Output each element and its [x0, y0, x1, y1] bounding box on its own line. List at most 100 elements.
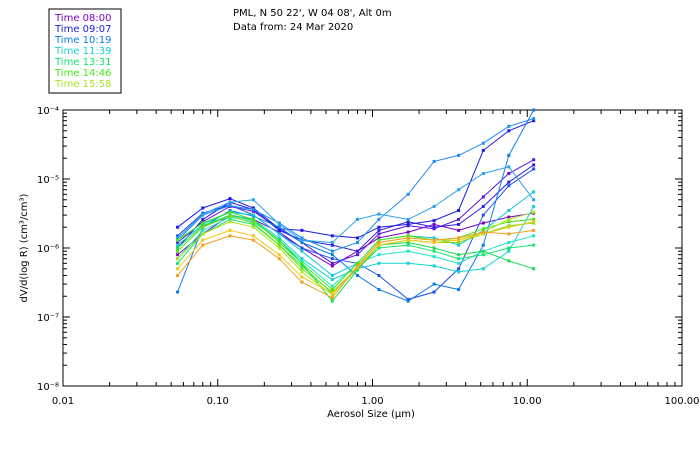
data-point: [228, 210, 232, 214]
data-point: [432, 227, 436, 231]
data-point: [507, 208, 511, 212]
data-point: [377, 246, 381, 250]
data-point: [532, 228, 536, 232]
data-point: [406, 234, 410, 238]
data-point: [532, 234, 536, 238]
data-point: [228, 220, 232, 224]
y-tick-label: 10⁻⁷: [37, 313, 59, 324]
data-point: [507, 241, 511, 245]
data-point: [457, 153, 461, 157]
data-point: [356, 217, 360, 221]
legend-entry: Time 09:07: [54, 24, 111, 35]
data-point: [406, 261, 410, 265]
data-point: [176, 246, 180, 250]
y-tick-label: 10⁻⁸: [37, 382, 59, 393]
data-point: [457, 253, 461, 257]
data-point: [201, 206, 205, 210]
data-point: [532, 190, 536, 194]
data-point: [300, 259, 304, 263]
data-point: [532, 163, 536, 167]
data-point: [507, 124, 511, 128]
data-point: [406, 249, 410, 253]
data-point: [228, 234, 232, 238]
data-point: [377, 241, 381, 245]
data-point: [277, 243, 281, 247]
x-tick-label: 0.10: [207, 396, 229, 407]
date-header: Data from: 24 Mar 2020: [233, 22, 353, 33]
data-point: [251, 225, 255, 229]
data-point: [377, 243, 381, 247]
data-point: [176, 236, 180, 240]
data-point: [507, 232, 511, 236]
data-point: [457, 267, 461, 271]
data-point: [330, 243, 334, 247]
data-point: [330, 299, 334, 303]
data-point: [432, 204, 436, 208]
data-point: [481, 249, 485, 253]
data-point: [330, 241, 334, 245]
data-point: [330, 288, 334, 292]
data-point: [507, 225, 511, 229]
data-point: [277, 227, 281, 231]
data-point: [330, 273, 334, 277]
data-point: [277, 232, 281, 236]
data-point: [176, 241, 180, 245]
data-point: [432, 246, 436, 250]
data-point: [356, 253, 360, 257]
data-point: [356, 268, 360, 272]
data-point: [481, 267, 485, 271]
data-point: [406, 236, 410, 240]
data-point: [356, 236, 360, 240]
data-point: [507, 217, 511, 221]
data-point: [330, 291, 334, 295]
data-point: [251, 198, 255, 202]
data-point: [251, 234, 255, 238]
data-point: [406, 192, 410, 196]
data-point: [300, 270, 304, 274]
data-point: [251, 208, 255, 212]
data-point: [251, 213, 255, 217]
legend-entry: Time 13:31: [54, 57, 111, 68]
data-point: [457, 257, 461, 261]
data-point: [532, 108, 536, 112]
series: [176, 220, 536, 295]
data-point: [481, 204, 485, 208]
data-point: [356, 249, 360, 253]
data-point: [532, 119, 536, 123]
data-point: [432, 219, 436, 223]
data-point: [457, 222, 461, 226]
data-point: [481, 227, 485, 231]
data-point: [406, 299, 410, 303]
data-point: [481, 221, 485, 225]
data-point: [457, 243, 461, 247]
data-point: [432, 290, 436, 294]
data-point: [277, 228, 281, 232]
data-point: [228, 228, 232, 232]
x-tick-label: 100.00: [665, 396, 700, 407]
data-point: [300, 228, 304, 232]
data-point: [330, 261, 334, 265]
data-point: [377, 273, 381, 277]
data-point: [201, 212, 205, 216]
data-point: [377, 217, 381, 221]
data-point: [507, 220, 511, 224]
data-point: [481, 243, 485, 247]
x-tick-label: 0.01: [52, 396, 74, 407]
data-point: [377, 228, 381, 232]
data-point: [507, 215, 511, 219]
data-point: [406, 230, 410, 234]
data-point: [432, 264, 436, 268]
data-point: [356, 264, 360, 268]
data-point: [377, 288, 381, 292]
data-point: [300, 246, 304, 250]
location-header: PML, N 50 22', W 04 08', Alt 0m: [233, 8, 392, 19]
data-point: [406, 238, 410, 242]
data-point: [330, 264, 334, 268]
data-point: [377, 253, 381, 257]
series: [176, 228, 536, 300]
data-point: [176, 273, 180, 277]
data-point: [277, 238, 281, 242]
legend-entry: Time 08:00: [54, 13, 111, 24]
data-point: [330, 296, 334, 300]
